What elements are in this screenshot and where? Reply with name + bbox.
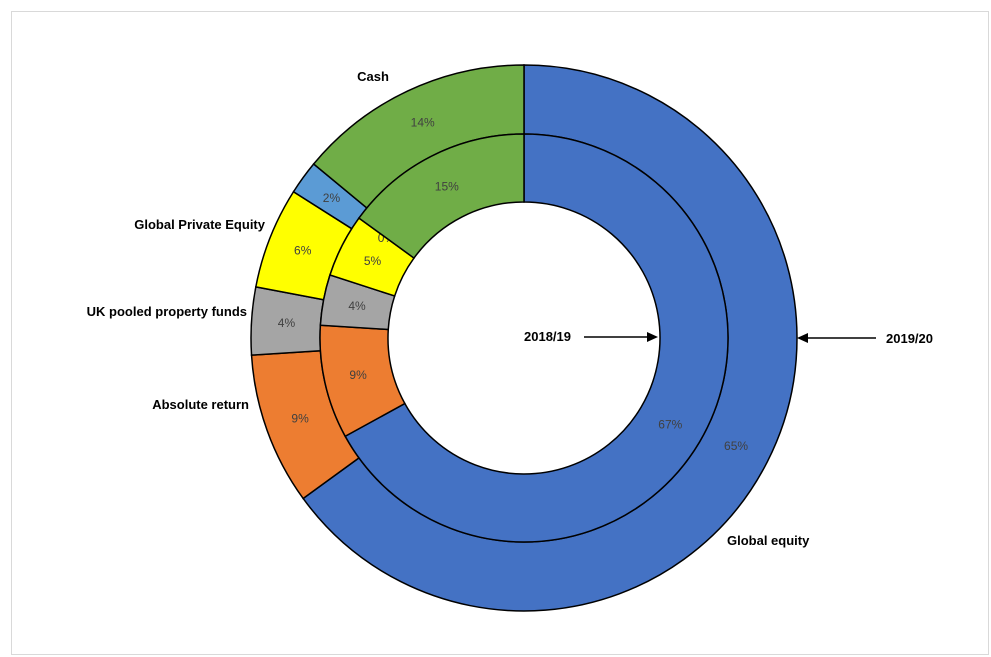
- inner-ring-arrow: [584, 332, 658, 342]
- series-label-inner: 2018/19: [524, 329, 571, 344]
- category-label-global-private-equity: Global Private Equity: [134, 217, 266, 232]
- series-label-outer: 2019/20: [886, 331, 933, 346]
- outer-value-label-uk-pooled-property-funds: 4%: [278, 316, 296, 330]
- inner-segment-cash: [357, 133, 525, 260]
- outer-value-label-global-equity: 65%: [724, 439, 748, 453]
- category-label-absolute-return: Absolute return: [152, 397, 249, 412]
- inner-segment-global-equity: [344, 133, 729, 543]
- outer-value-label-other: 2%: [323, 191, 341, 205]
- category-label-cash: Cash: [357, 69, 389, 84]
- outer-value-label-cash: 14%: [411, 116, 435, 130]
- inner-value-label-uk-pooled-property-funds: 4%: [348, 299, 366, 313]
- outer-value-label-absolute-return: 9%: [291, 412, 309, 426]
- inner-value-label-global-private-equity: 5%: [364, 254, 382, 268]
- category-label-uk-pooled-property-funds: UK pooled property funds: [87, 304, 247, 319]
- segments-group: 65%9%4%6%2%14%67%9%4%5%0%15%: [250, 64, 798, 612]
- inner-value-label-global-equity: 67%: [658, 418, 682, 432]
- inner-value-label-absolute-return: 9%: [349, 368, 367, 382]
- outer-ring-arrow: [797, 333, 876, 343]
- category-label-global-equity: Global equity: [727, 533, 810, 548]
- inner-value-label-cash: 15%: [435, 180, 459, 194]
- outer-value-label-global-private-equity: 6%: [294, 243, 312, 257]
